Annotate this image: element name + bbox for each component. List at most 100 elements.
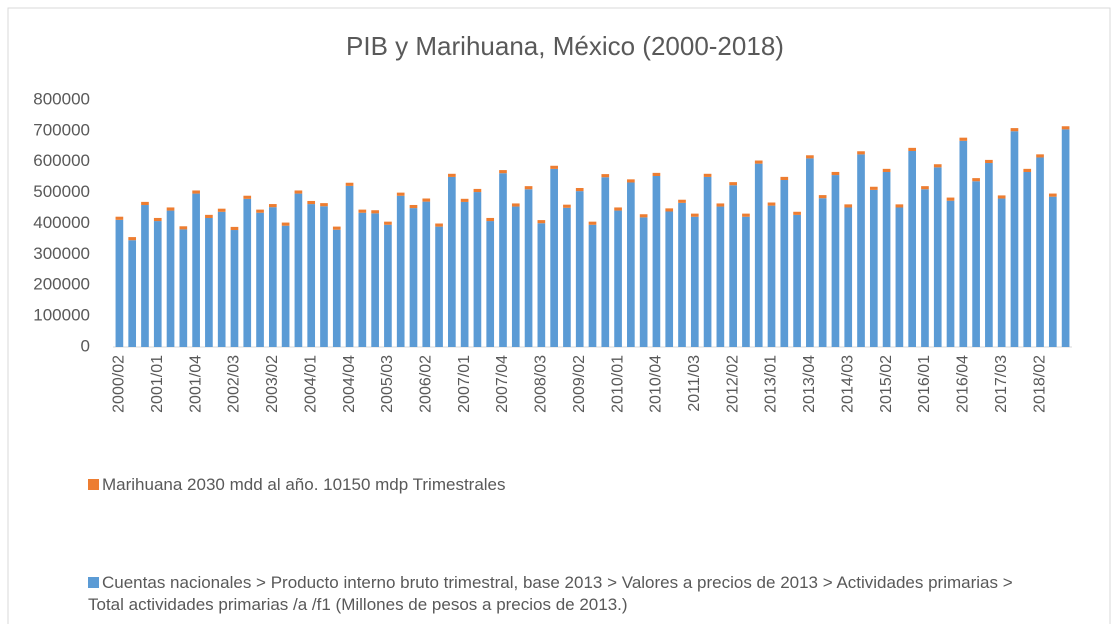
bar-segment <box>422 198 431 202</box>
bar-segment <box>435 226 443 347</box>
bar-segment <box>1010 131 1019 347</box>
bar-segment <box>230 230 239 347</box>
bar-segment <box>448 173 456 177</box>
x-tick-label: 2003/02 <box>264 355 281 413</box>
bar-segment <box>601 174 610 178</box>
bar-segment <box>511 206 520 347</box>
bar-segment <box>882 171 891 347</box>
x-tick-label: 2006/02 <box>417 355 434 413</box>
bar-segment <box>396 195 405 347</box>
bar-segment <box>384 221 392 225</box>
x-tick-label: 2007/04 <box>494 355 511 413</box>
bar-segment <box>1036 157 1044 347</box>
bar-segment <box>128 240 137 347</box>
x-tick-label: 2013/01 <box>763 355 780 413</box>
bar-segment <box>384 224 392 347</box>
y-tick-label: 100000 <box>33 306 90 325</box>
bar-segment <box>614 210 622 347</box>
bar-segment <box>575 191 584 347</box>
x-tick-label: 2005/03 <box>379 355 396 413</box>
bar-segment <box>358 212 367 347</box>
bar-segment <box>205 214 213 218</box>
bar-segment <box>959 137 968 141</box>
bar-segment <box>729 182 737 186</box>
bar-segment <box>818 198 827 347</box>
bar-segment <box>166 210 175 347</box>
bar-segment <box>869 189 878 347</box>
legend-label: Cuentas nacionales > Producto interno br… <box>88 573 1013 614</box>
y-tick-label: 400000 <box>33 213 90 232</box>
bar-segment <box>153 217 162 222</box>
x-tick-label: 2018/02 <box>1031 355 1048 413</box>
bar-segment <box>946 197 955 201</box>
bar-segment <box>997 195 1006 199</box>
x-tick-label: 2016/01 <box>916 355 933 413</box>
x-tick-label: 2016/04 <box>955 355 972 413</box>
bar-segment <box>972 181 980 347</box>
bar-segment <box>742 216 750 347</box>
bar-segment <box>345 185 354 347</box>
bar-segment <box>729 185 737 347</box>
bar-segment <box>716 206 725 347</box>
bar-segment <box>332 226 341 230</box>
legend-swatch <box>88 479 99 490</box>
bar-segment <box>639 217 648 347</box>
bar-segment <box>371 213 379 347</box>
bar-segment <box>703 176 712 347</box>
bar-segment <box>307 204 316 347</box>
x-tick-label: 2001/01 <box>149 355 166 413</box>
bar-segment <box>511 203 520 207</box>
chart-border <box>7 7 1111 624</box>
bar-segment <box>793 211 801 215</box>
bar-segment <box>268 207 277 347</box>
bar-segment <box>818 195 827 199</box>
bar-segment <box>703 173 712 177</box>
bar-segment <box>153 221 162 347</box>
bar-segment <box>678 199 686 203</box>
bar-segment <box>294 193 303 347</box>
bar-segment <box>115 216 124 220</box>
bar-segment <box>1061 129 1070 347</box>
bar-segment <box>435 223 443 227</box>
bar-segment <box>499 170 507 174</box>
bar-segment <box>1048 196 1057 347</box>
bar-segment <box>895 207 904 347</box>
bar-segment <box>358 209 367 213</box>
bar-segment <box>844 207 853 347</box>
bar-segment <box>793 214 801 347</box>
bar-segment <box>665 208 674 212</box>
bar-segment <box>524 186 533 190</box>
bar-segment <box>141 205 149 347</box>
bar-segment <box>563 204 571 208</box>
bar-segment <box>882 168 891 172</box>
bar-segment <box>205 217 213 347</box>
bar-segment <box>601 177 610 347</box>
bar-segment <box>141 201 149 206</box>
x-tick-label: 2011/03 <box>686 355 703 412</box>
x-tick-label: 2017/03 <box>993 355 1010 413</box>
bar-segment <box>806 158 814 347</box>
bar-segment <box>128 237 137 241</box>
bar-segment <box>1036 154 1044 158</box>
bar-segment <box>217 208 226 212</box>
bar-segment <box>524 189 533 347</box>
bar-segment <box>627 182 635 347</box>
x-tick-label: 2010/04 <box>648 355 665 413</box>
bar-segment <box>192 193 200 347</box>
bar-segment <box>243 195 252 199</box>
bar-segment <box>230 226 239 231</box>
x-tick-label: 2015/02 <box>878 355 895 413</box>
bar-segment <box>473 188 482 193</box>
legend-swatch <box>88 577 99 588</box>
bar-segment <box>588 224 597 347</box>
x-tick-label: 2007/01 <box>456 355 473 413</box>
y-tick-label: 600000 <box>33 151 90 170</box>
bar-segment <box>499 173 507 347</box>
bar-segment <box>294 190 303 194</box>
bar-segment <box>716 203 725 207</box>
x-tick-label: 2012/02 <box>724 355 741 413</box>
bar-segment <box>486 221 495 347</box>
bar-segment <box>1048 193 1057 197</box>
bar-segment <box>550 168 558 347</box>
